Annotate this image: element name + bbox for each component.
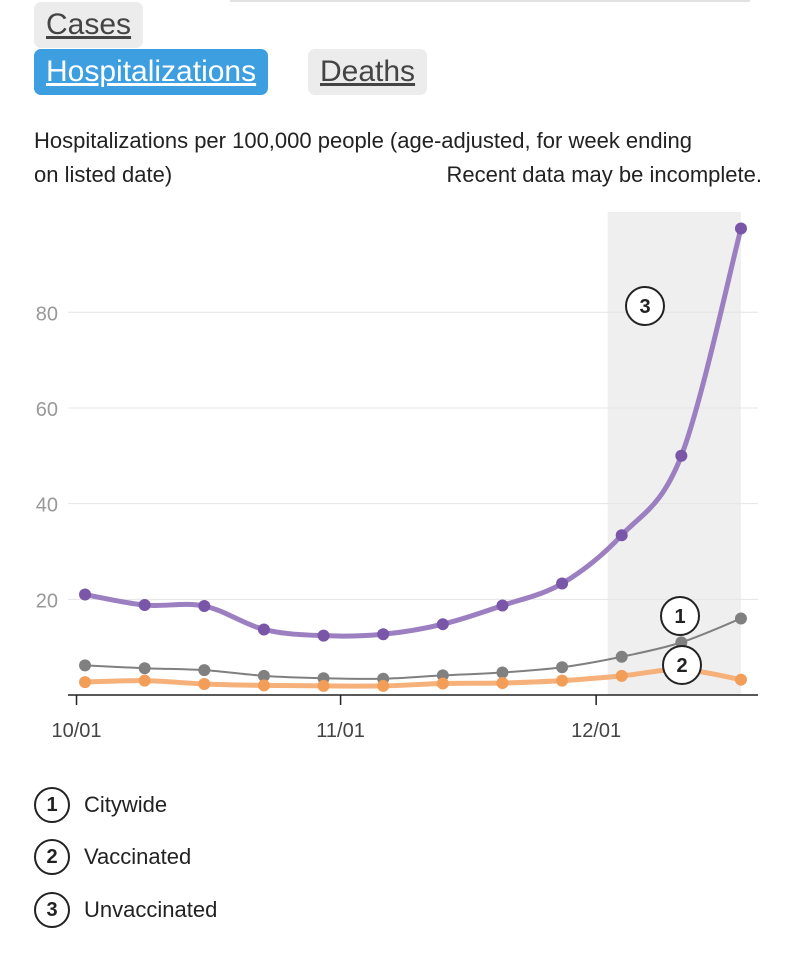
y-tick-label: 20 — [36, 590, 58, 612]
data-point-unvaccinated — [556, 577, 569, 590]
tab-hospitalizations[interactable]: Hospitalizations — [34, 49, 269, 95]
legend-marker: 2 — [34, 839, 70, 875]
data-point-citywide — [615, 650, 628, 663]
hospitalizations-line-chart: 20 40 60 80 10/01 11/01 12/01 1 2 3 — [36, 212, 758, 742]
chart-marker-label-unvaccinated: 3 — [639, 296, 650, 318]
data-point-citywide — [257, 669, 270, 682]
incomplete-data-note: Recent data may be incomplete. — [446, 162, 762, 187]
y-tick-label: 40 — [36, 495, 58, 517]
data-point-unvaccinated — [257, 623, 270, 636]
data-point-unvaccinated — [496, 599, 509, 612]
data-point-citywide — [79, 659, 92, 672]
chart-description-line2: on listed date) — [34, 162, 173, 187]
data-point-vaccinated — [734, 673, 747, 686]
x-tick-label: 10/01 — [51, 720, 101, 742]
tab-cases[interactable]: Cases — [34, 2, 144, 48]
x-tick-label: 11/01 — [316, 720, 365, 742]
data-point-unvaccinated — [734, 222, 747, 235]
chart-description-line1: Hospitalizations per 100,000 people (age… — [34, 128, 692, 153]
legend-marker: 1 — [34, 787, 70, 823]
data-point-citywide — [556, 661, 569, 674]
data-point-unvaccinated — [138, 599, 151, 612]
chart-marker-citywide — [660, 596, 700, 636]
top-divider — [230, 0, 750, 2]
data-point-unvaccinated — [79, 588, 92, 601]
data-point-citywide — [198, 664, 211, 677]
y-tick-label: 60 — [36, 399, 58, 421]
y-tick-label: 80 — [36, 303, 58, 325]
data-point-vaccinated — [138, 674, 151, 687]
data-point-vaccinated — [615, 669, 628, 682]
data-point-unvaccinated — [317, 629, 330, 642]
data-point-unvaccinated — [377, 628, 390, 641]
data-point-vaccinated — [556, 674, 569, 687]
data-point-vaccinated — [317, 679, 330, 692]
data-point-vaccinated — [79, 676, 92, 689]
chart-marker-unvaccinated — [625, 286, 665, 326]
data-point-unvaccinated — [615, 529, 628, 542]
data-point-vaccinated — [496, 677, 509, 690]
data-point-unvaccinated — [436, 618, 449, 631]
data-point-vaccinated — [198, 677, 211, 690]
legend-item-vaccinated: 2 Vaccinated — [34, 837, 191, 877]
series-unvaccinated — [79, 222, 747, 642]
data-point-vaccinated — [436, 677, 449, 690]
legend-item-citywide: 1 Citywide — [34, 785, 167, 825]
legend-label: Vaccinated — [84, 844, 192, 869]
data-point-unvaccinated — [675, 449, 688, 462]
legend-label: Citywide — [84, 792, 168, 817]
chart-marker-label-citywide: 1 — [674, 606, 685, 628]
chart-marker-vaccinated — [662, 645, 702, 685]
data-point-citywide — [734, 612, 747, 625]
data-point-vaccinated — [257, 679, 270, 692]
legend-item-unvaccinated: 3 Unvaccinated — [34, 890, 217, 930]
series-citywide — [79, 612, 747, 685]
data-point-vaccinated — [377, 679, 390, 692]
x-tick-label: 12/01 — [571, 720, 621, 742]
chart-marker-label-vaccinated: 2 — [676, 655, 687, 677]
data-point-citywide — [496, 666, 509, 679]
data-point-unvaccinated — [198, 600, 211, 613]
tab-deaths[interactable]: Deaths — [308, 49, 428, 95]
legend-marker: 3 — [34, 892, 70, 928]
data-point-citywide — [138, 662, 151, 675]
legend-label: Unvaccinated — [84, 897, 218, 922]
